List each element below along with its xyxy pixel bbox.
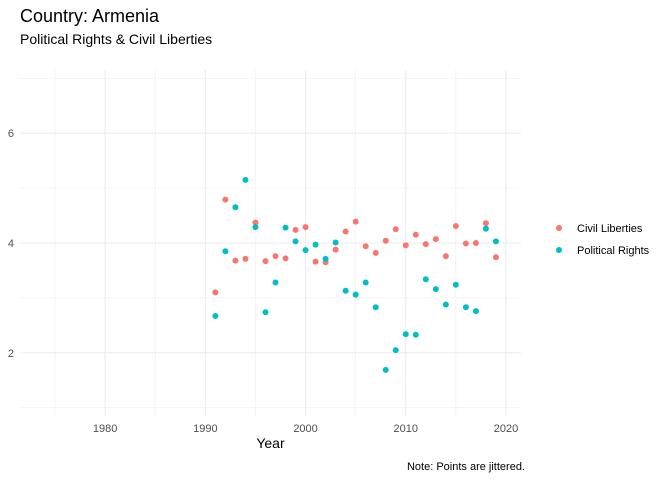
axis-ticks: 1980 1990 2000 2010 2020 2 4 6 [8,128,518,435]
data-point [412,231,419,238]
data-point [222,196,229,203]
data-point [442,253,449,260]
data-point [472,308,479,315]
legend-label: Civil Liberties [577,223,643,235]
data-point [442,301,449,308]
y-tick-label: 6 [8,128,14,140]
data-point [232,204,239,211]
x-tick-label: 1990 [193,423,217,435]
legend-key [556,225,562,231]
data-point [232,257,239,264]
data-point [382,366,389,373]
data-point [412,331,419,338]
data-point [402,331,409,338]
data-point [492,254,499,261]
y-tick-label: 4 [8,238,14,250]
data-point [352,291,359,298]
data-points [212,176,499,373]
data-point [362,279,369,286]
x-tick-label: 1980 [93,423,117,435]
data-point [272,279,279,286]
data-point [462,304,469,311]
data-point [322,255,329,262]
data-point [472,240,479,246]
data-point [312,258,319,265]
data-point [312,241,319,248]
data-point [382,237,389,244]
data-point [432,236,439,243]
x-tick-label: 2010 [394,423,418,435]
data-point [452,281,459,288]
x-tick-label: 2000 [293,423,317,435]
x-tick-label: 2020 [494,423,518,435]
data-point [422,276,429,283]
data-point [272,253,279,260]
data-point [432,286,439,293]
data-point [302,224,309,231]
legend: Civil Liberties Political Rights [556,223,650,257]
data-point [212,313,219,320]
data-point [212,289,219,296]
data-point [332,246,339,253]
data-point [302,247,309,254]
data-point [362,243,369,250]
legend-key [556,247,562,253]
data-point [492,238,499,245]
data-point [352,218,359,225]
grid-lines [20,70,521,416]
data-point [332,239,339,246]
data-point [392,347,399,354]
data-point [252,224,259,231]
x-axis-title: Year [256,435,285,451]
data-point [262,258,269,265]
data-point [222,248,229,255]
data-point [422,241,429,248]
y-tick-label: 2 [8,348,14,360]
data-point [402,242,409,249]
data-point [452,222,459,229]
data-point [292,238,299,245]
data-point [392,226,399,233]
chart-subtitle: Political Rights & Civil Liberties [20,31,212,47]
data-point [372,249,379,256]
data-point [242,176,249,183]
data-point [262,309,269,316]
data-point [462,240,469,247]
data-point [282,224,289,231]
data-point [372,304,379,311]
chart-title: Country: Armenia [20,6,160,26]
data-point [482,220,489,227]
data-point [282,255,289,262]
data-point [252,219,259,226]
data-point [342,287,349,294]
data-point [292,226,299,233]
data-point [242,255,249,262]
data-point [342,228,349,235]
chart-caption: Note: Points are jittered. [407,461,525,473]
data-point [482,225,489,232]
legend-label: Political Rights [577,245,650,257]
